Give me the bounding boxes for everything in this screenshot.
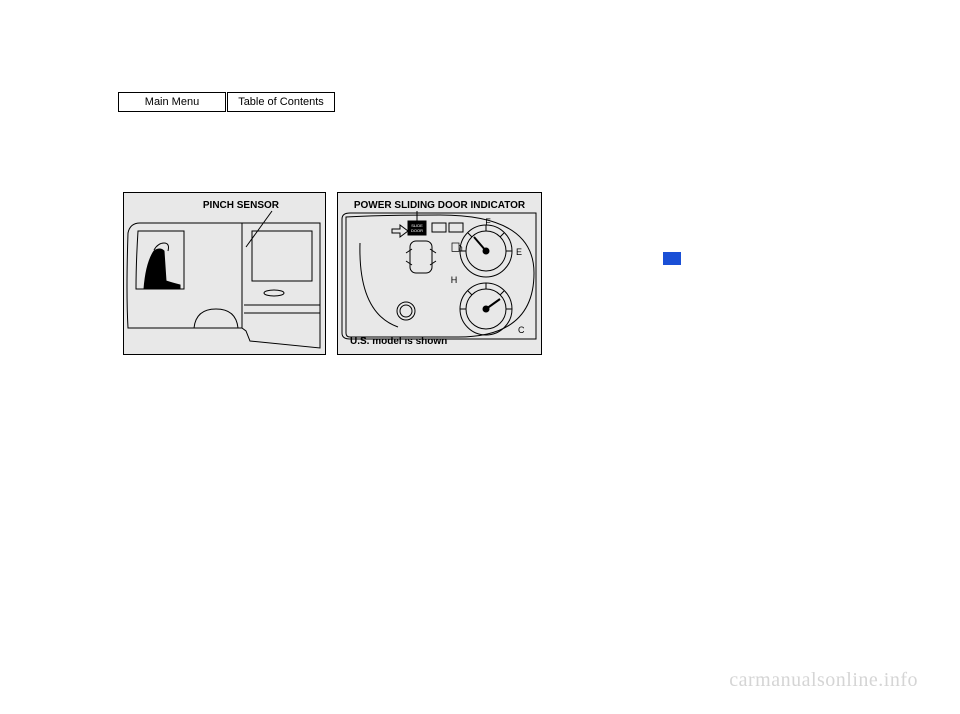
sliding-door-indicator-illustration: F E H C SLIDE DOOR xyxy=(338,193,543,356)
gauge-f-label: F xyxy=(485,217,491,227)
gauge-c-label: C xyxy=(518,325,525,335)
main-menu-button[interactable]: Main Menu xyxy=(118,92,226,112)
gauge-h-label: H xyxy=(451,275,458,285)
page-reference-link[interactable] xyxy=(663,252,681,265)
toc-button[interactable]: Table of Contents xyxy=(227,92,335,112)
figure-pinch-sensor: PINCH SENSOR xyxy=(123,192,326,355)
watermark: carmanualsonline.info xyxy=(729,669,918,692)
pinch-sensor-illustration xyxy=(124,193,327,356)
figure-sliding-door-indicator: POWER SLIDING DOOR INDICATOR U.S. model … xyxy=(337,192,542,355)
gauge-e-label: E xyxy=(516,247,522,257)
slide-door-text2: DOOR xyxy=(411,228,423,233)
top-nav: Main Menu Table of Contents xyxy=(118,92,335,112)
